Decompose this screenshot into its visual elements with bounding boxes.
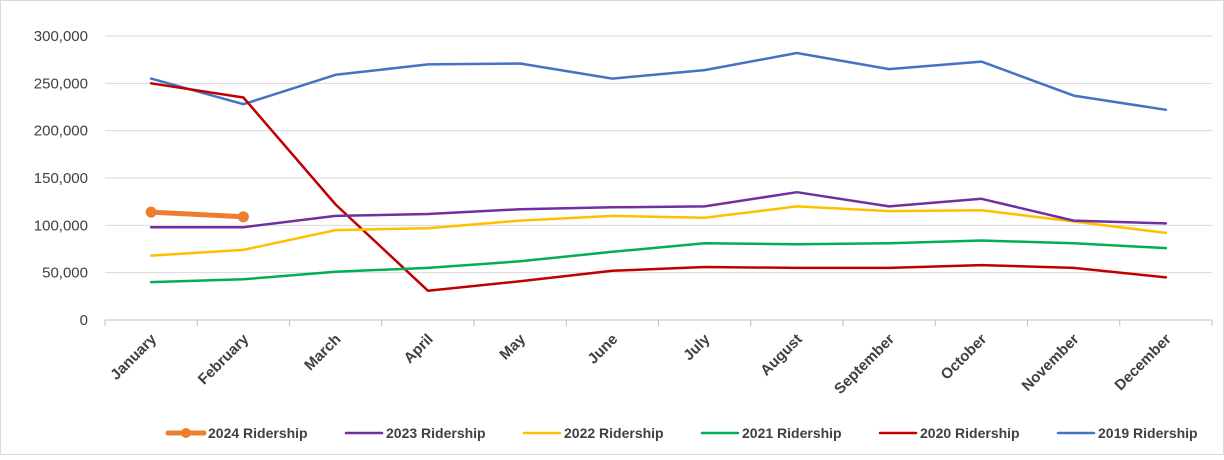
series-line-2023-ridership bbox=[149, 190, 1168, 229]
x-tick-marks bbox=[104, 320, 1213, 326]
legend-label: 2023 Ridership bbox=[386, 425, 486, 441]
series-line-2020-ridership bbox=[149, 82, 1168, 292]
legend-item: 2021 Ridership bbox=[700, 425, 842, 441]
legend-item: 2023 Ridership bbox=[344, 425, 486, 441]
series-line-2024-ridership bbox=[148, 209, 246, 220]
series-line-2022-ridership bbox=[149, 205, 1168, 257]
y-tick-label: 100,000 bbox=[34, 217, 88, 234]
y-axis-tick-labels: 0 50,000 100,000 150,000 200,000 250,000 300,0… bbox=[34, 28, 88, 329]
legend: 2024 Ridership 2023 Ridership 2022 Ridersh… bbox=[165, 425, 1198, 441]
series-line-2021-ridership bbox=[149, 239, 1168, 284]
legend-label: 2020 Ridership bbox=[920, 425, 1020, 441]
y-tick-label: 250,000 bbox=[34, 75, 88, 92]
data-point-2024-ridership bbox=[145, 206, 157, 218]
series-lines bbox=[145, 51, 1168, 292]
legend-item: 2020 Ridership bbox=[878, 425, 1020, 441]
legend-item: 2022 Ridership bbox=[522, 425, 664, 441]
y-tick-label: 200,000 bbox=[34, 123, 88, 140]
legend-marker bbox=[181, 428, 191, 438]
legend-label: 2024 Ridership bbox=[208, 425, 308, 441]
legend-label: 2019 Ridership bbox=[1098, 425, 1198, 441]
data-point-2024-ridership bbox=[237, 211, 249, 223]
y-tick-label: 0 bbox=[80, 312, 88, 329]
legend-label: 2021 Ridership bbox=[742, 425, 842, 441]
legend-item: 2024 Ridership bbox=[165, 425, 308, 441]
legend-label: 2022 Ridership bbox=[564, 425, 664, 441]
y-tick-label: 300,000 bbox=[34, 28, 88, 45]
series-line-2019-ridership bbox=[149, 51, 1168, 112]
y-tick-label: 50,000 bbox=[42, 265, 88, 282]
y-tick-label: 150,000 bbox=[34, 170, 88, 187]
legend-item: 2019 Ridership bbox=[1056, 425, 1198, 441]
